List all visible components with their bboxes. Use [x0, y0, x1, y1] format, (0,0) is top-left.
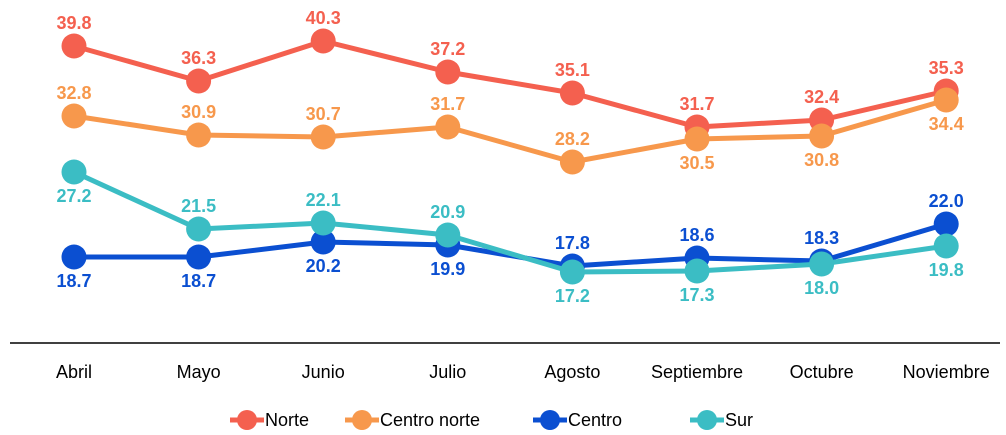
series-line: [73, 38, 947, 130]
point: [559, 259, 585, 285]
value-label: 39.8: [56, 13, 91, 33]
value-label: 18.7: [56, 271, 91, 291]
value-label: 22.0: [929, 191, 964, 211]
value-label: 17.2: [555, 286, 590, 306]
point: [61, 244, 87, 270]
point: [61, 103, 87, 129]
point: [933, 211, 959, 237]
point: [559, 149, 585, 175]
value-label: 30.9: [181, 102, 216, 122]
x-tick-label: Julio: [429, 362, 466, 382]
point: [186, 68, 212, 94]
value-label: 19.8: [929, 260, 964, 280]
legend-swatch-marker: [540, 410, 560, 430]
series-line: [73, 97, 947, 165]
value-label: 27.2: [56, 186, 91, 206]
point: [809, 123, 835, 149]
x-tick-label: Noviembre: [903, 362, 990, 382]
value-label: 36.3: [181, 48, 216, 68]
value-label: 21.5: [181, 196, 216, 216]
series-line: [72, 169, 947, 275]
point: [310, 210, 336, 236]
legend-label: Sur: [725, 410, 753, 430]
legend-swatch-marker: [237, 410, 257, 430]
point: [933, 87, 959, 113]
legend-label: Centro: [568, 410, 622, 430]
point: [310, 124, 336, 150]
x-tick-label: Junio: [302, 362, 345, 382]
point: [186, 244, 212, 270]
value-label: 35.1: [555, 60, 590, 80]
value-label: 35.3: [929, 58, 964, 78]
point: [435, 222, 461, 248]
value-label: 19.9: [430, 259, 465, 279]
value-label: 17.8: [555, 233, 590, 253]
x-tick-label: Octubre: [790, 362, 854, 382]
x-tick-label: Abril: [56, 362, 92, 382]
point: [435, 114, 461, 140]
legend-label: Centro norte: [380, 410, 480, 430]
point: [310, 28, 336, 54]
value-label: 17.3: [679, 285, 714, 305]
value-label: 18.3: [804, 228, 839, 248]
point: [435, 59, 461, 85]
legend-swatch-marker: [697, 410, 717, 430]
point: [559, 80, 585, 106]
point: [684, 126, 710, 152]
value-label: 34.4: [929, 114, 964, 134]
point: [61, 33, 87, 59]
value-label: 30.8: [804, 150, 839, 170]
value-label: 18.6: [679, 225, 714, 245]
legend-label: Norte: [265, 410, 309, 430]
value-label: 32.4: [804, 87, 839, 107]
value-label: 20.2: [306, 256, 341, 276]
value-label: 31.7: [430, 94, 465, 114]
value-label: 28.2: [555, 129, 590, 149]
x-tick-label: Septiembre: [651, 362, 743, 382]
value-label: 20.9: [430, 202, 465, 222]
point: [310, 229, 336, 255]
value-label: 37.2: [430, 39, 465, 59]
point: [186, 216, 212, 242]
point: [809, 251, 835, 277]
value-label: 30.5: [679, 153, 714, 173]
legend-swatch-marker: [352, 410, 372, 430]
value-label: 18.0: [804, 278, 839, 298]
point: [186, 122, 212, 148]
value-label: 31.7: [679, 94, 714, 114]
value-label: 40.3: [306, 8, 341, 28]
point: [61, 159, 87, 185]
point: [684, 258, 710, 284]
x-tick-label: Agosto: [544, 362, 600, 382]
value-label: 18.7: [181, 271, 216, 291]
value-label: 30.7: [306, 104, 341, 124]
point: [933, 233, 959, 259]
value-label: 32.8: [56, 83, 91, 103]
value-label: 22.1: [306, 190, 341, 210]
x-tick-label: Mayo: [177, 362, 221, 382]
